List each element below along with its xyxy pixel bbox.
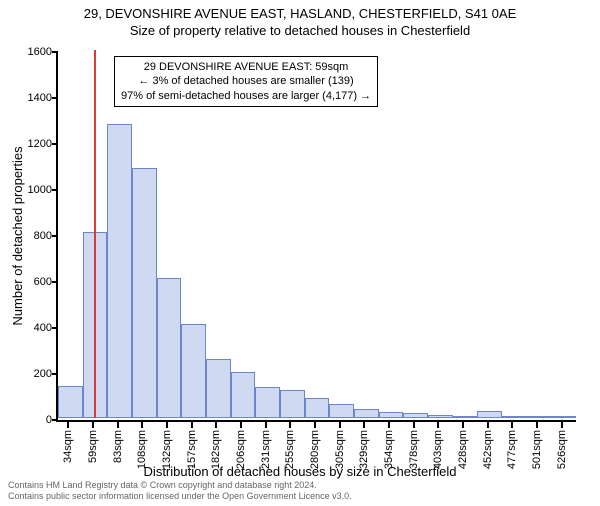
histogram-bar (453, 416, 478, 418)
x-tick-mark (363, 422, 365, 428)
annotation-box: 29 DEVONSHIRE AVENUE EAST: 59sqm ← 3% of… (114, 56, 378, 107)
x-tick-mark (92, 422, 94, 428)
y-tick-label: 400 (34, 322, 52, 334)
histogram-bar (329, 404, 354, 418)
y-axis-title: Number of detached properties (10, 146, 25, 325)
histogram-bar (231, 372, 256, 418)
x-tick-mark (314, 422, 316, 428)
y-tick-label: 600 (34, 276, 52, 288)
chart-area: 29 DEVONSHIRE AVENUE EAST: 59sqm ← 3% of… (56, 52, 576, 422)
histogram-bar (132, 168, 157, 418)
histogram-bar (206, 359, 231, 418)
histogram-bar (477, 411, 502, 418)
x-tick-label: 83sqm (112, 430, 124, 463)
y-tick-label: 200 (34, 368, 52, 380)
x-tick-mark (215, 422, 217, 428)
x-tick-mark (413, 422, 415, 428)
y-tick-mark (52, 51, 58, 53)
footer: Contains HM Land Registry data © Crown c… (8, 480, 352, 502)
histogram-bar (379, 412, 404, 418)
histogram-bar (305, 398, 330, 418)
histogram-bar (428, 415, 453, 418)
x-tick-label: 59sqm (87, 430, 99, 463)
x-axis-title: Distribution of detached houses by size … (0, 464, 600, 479)
annotation-line2: ← 3% of detached houses are smaller (139… (121, 74, 371, 88)
histogram-bar (403, 413, 428, 418)
annotation-line1: 29 DEVONSHIRE AVENUE EAST: 59sqm (121, 60, 371, 74)
x-tick-mark (536, 422, 538, 428)
x-tick-mark (561, 422, 563, 428)
histogram-bar (354, 409, 379, 418)
title-address: 29, DEVONSHIRE AVENUE EAST, HASLAND, CHE… (0, 6, 600, 21)
x-tick-mark (437, 422, 439, 428)
y-tick-label: 1200 (28, 138, 52, 150)
histogram-bar (181, 324, 206, 418)
footer-line1: Contains HM Land Registry data © Crown c… (8, 480, 352, 491)
histogram-bar (551, 416, 576, 418)
histogram-bar (280, 390, 305, 418)
x-tick-mark (141, 422, 143, 428)
x-tick-mark (462, 422, 464, 428)
histogram-bar (502, 416, 527, 418)
histogram-bar (255, 387, 280, 418)
y-tick-mark (52, 327, 58, 329)
x-tick-mark (487, 422, 489, 428)
y-tick-mark (52, 419, 58, 421)
y-tick-mark (52, 235, 58, 237)
y-tick-mark (52, 281, 58, 283)
y-tick-mark (52, 143, 58, 145)
x-tick-mark (240, 422, 242, 428)
y-tick-label: 1600 (28, 46, 52, 58)
y-tick-mark (52, 189, 58, 191)
y-tick-label: 1400 (28, 92, 52, 104)
y-tick-label: 1000 (28, 184, 52, 196)
footer-line2: Contains public sector information licen… (8, 491, 352, 502)
x-tick-mark (117, 422, 119, 428)
x-tick-mark (339, 422, 341, 428)
histogram-bar (107, 124, 132, 418)
y-tick-label: 0 (46, 414, 52, 426)
x-tick-mark (265, 422, 267, 428)
histogram-bar (58, 386, 83, 418)
x-tick-mark (388, 422, 390, 428)
plot-region (56, 52, 576, 422)
annotation-line3: 97% of semi-detached houses are larger (… (121, 89, 371, 103)
title-subtitle: Size of property relative to detached ho… (0, 23, 600, 38)
x-tick-mark (191, 422, 193, 428)
x-tick-mark (166, 422, 168, 428)
y-tick-label: 800 (34, 230, 52, 242)
marker-line (94, 50, 96, 418)
x-tick-mark (289, 422, 291, 428)
histogram-bar (527, 416, 552, 418)
y-tick-mark (52, 97, 58, 99)
x-tick-mark (511, 422, 513, 428)
x-tick-label: 34sqm (62, 430, 74, 463)
y-tick-mark (52, 373, 58, 375)
x-tick-mark (67, 422, 69, 428)
histogram-bar (157, 278, 182, 418)
